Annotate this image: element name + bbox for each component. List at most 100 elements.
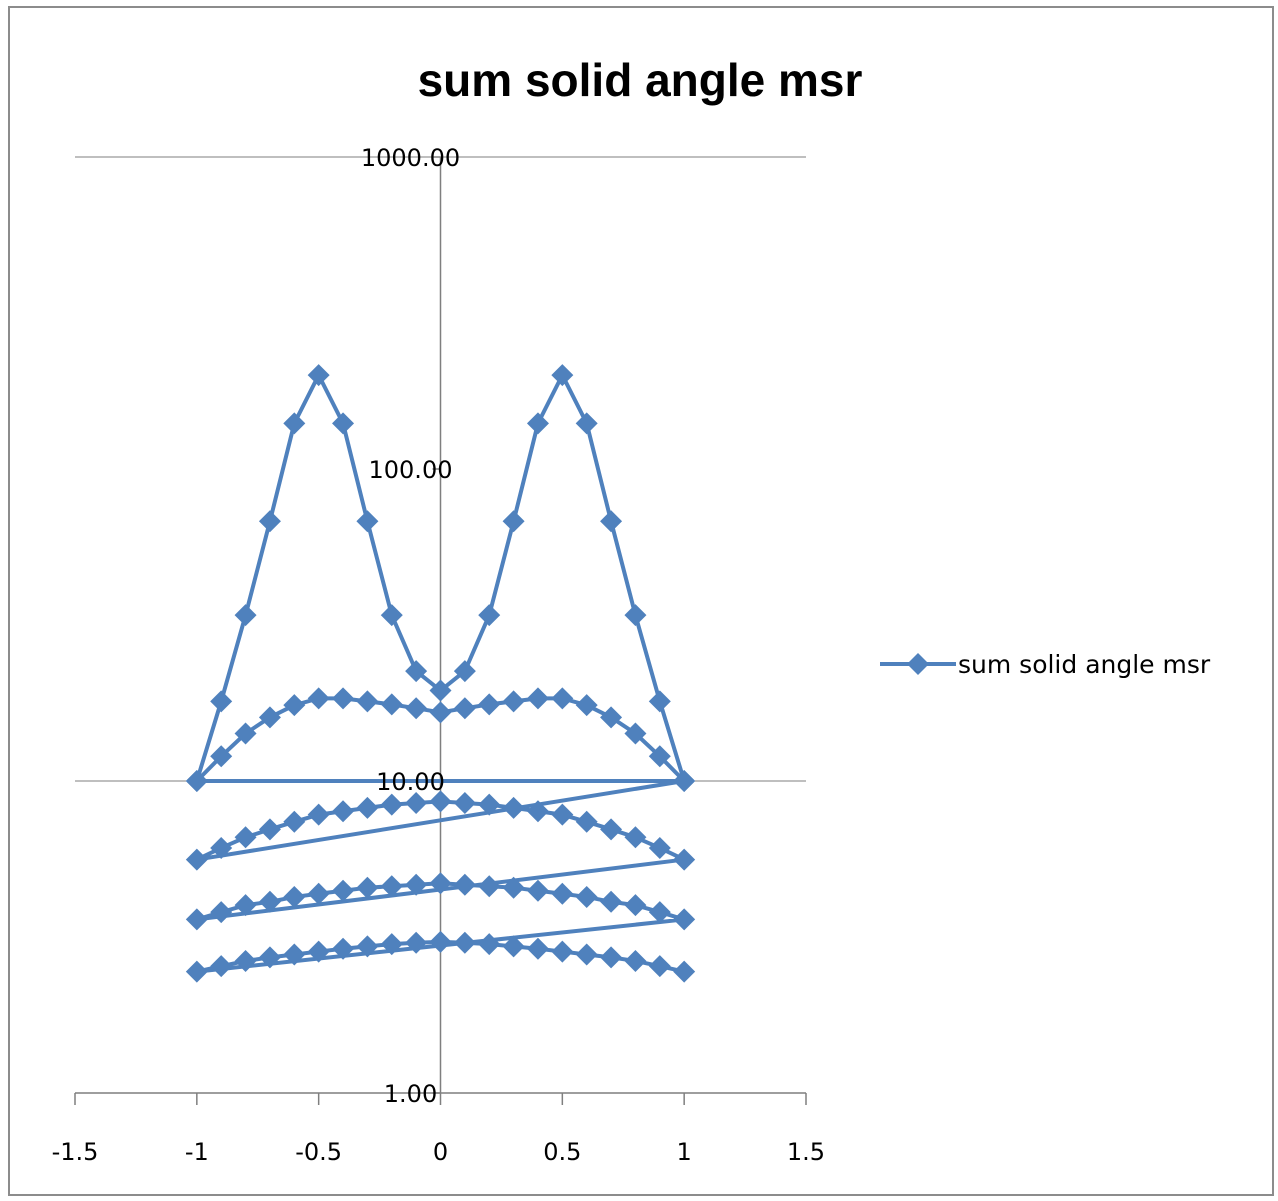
y-tick-label: 100.00: [369, 456, 453, 484]
data-point: [575, 943, 598, 966]
data-point: [526, 412, 549, 435]
data-point: [429, 930, 452, 953]
y-tick-label: 1000.00: [361, 144, 460, 172]
data-point: [380, 933, 403, 956]
data-point: [526, 687, 549, 710]
data-point: [332, 937, 355, 960]
data-point: [575, 694, 598, 717]
data-point: [453, 792, 476, 815]
data-point: [502, 876, 525, 899]
y-tick-label: 1.00: [384, 1080, 437, 1108]
x-tick-label: -1: [185, 1138, 209, 1166]
data-point: [502, 796, 525, 819]
data-point: [356, 690, 379, 713]
data-point: [453, 697, 476, 720]
data-point: [600, 946, 623, 969]
data-point: [478, 933, 501, 956]
data-point: [185, 770, 208, 792]
data-point: [210, 745, 233, 768]
data-point: [502, 690, 525, 713]
data-point: [624, 722, 647, 745]
chart-title: sum solid angle msr: [418, 54, 863, 106]
legend-swatch-marker: [907, 653, 929, 675]
legend: sum solid angle msr: [880, 650, 1211, 679]
data-point: [478, 875, 501, 898]
data-point: [453, 660, 476, 683]
data-point: [307, 882, 330, 905]
data-point: [258, 706, 281, 729]
data-point: [551, 940, 574, 963]
data-point: [307, 803, 330, 826]
data-point: [600, 818, 623, 841]
data-point: [356, 935, 379, 958]
data-point: [405, 931, 428, 954]
data-point: [380, 793, 403, 816]
data-point: [332, 800, 355, 823]
data-point: [405, 697, 428, 720]
data-point: [210, 901, 233, 924]
data-point: [526, 879, 549, 902]
data-point: [648, 690, 671, 713]
data-point: [234, 826, 257, 849]
x-tick-label: 1.5: [787, 1138, 825, 1166]
data-point: [234, 722, 257, 745]
data-point: [332, 879, 355, 902]
data-point: [551, 882, 574, 905]
data-point: [502, 510, 525, 533]
data-point: [283, 885, 306, 908]
data-point: [575, 810, 598, 833]
data-point: [307, 687, 330, 710]
data-point: [600, 706, 623, 729]
x-tick-label: -0.5: [295, 1138, 342, 1166]
data-point: [478, 793, 501, 816]
data-point: [648, 901, 671, 924]
data-point: [283, 810, 306, 833]
data-point: [380, 693, 403, 716]
data-point: [234, 604, 257, 627]
data-point: [453, 931, 476, 954]
data-point: [332, 687, 355, 710]
data-point: [283, 943, 306, 966]
data-point: [673, 770, 696, 792]
data-point: [673, 960, 696, 983]
data-point: [185, 908, 208, 931]
data-point: [258, 946, 281, 969]
data-point: [185, 848, 208, 871]
data-point: [575, 885, 598, 908]
data-point: [624, 894, 647, 917]
x-tick-label: -1.5: [52, 1138, 99, 1166]
data-point: [502, 935, 525, 958]
data-point: [429, 701, 452, 724]
data-point: [380, 875, 403, 898]
data-point: [673, 848, 696, 871]
data-point: [258, 818, 281, 841]
data-point: [210, 955, 233, 978]
data-point: [210, 690, 233, 713]
x-tick-label: 0.5: [543, 1138, 581, 1166]
data-point: [551, 364, 574, 387]
x-tick-label: 0: [433, 1138, 448, 1166]
data-point: [429, 679, 452, 702]
data-point: [648, 955, 671, 978]
data-point: [429, 790, 452, 813]
axis-layer: [74, 156, 807, 1105]
data-point: [551, 803, 574, 826]
data-point: [234, 894, 257, 917]
data-point: [624, 826, 647, 849]
data-point: [405, 792, 428, 815]
data-point: [478, 604, 501, 627]
data-point: [624, 949, 647, 972]
data-point: [405, 660, 428, 683]
data-point: [283, 694, 306, 717]
data-point: [405, 873, 428, 896]
data-point: [624, 604, 647, 627]
data-point: [600, 510, 623, 533]
data-point: [283, 412, 306, 435]
tick-label-layer: -1.5 -1 -0.5 0 0.5 1 1.5 1.00 10.00 100.00 1000.00: [52, 144, 826, 1166]
y-tick-label: 10.00: [376, 768, 445, 796]
data-point: [356, 876, 379, 899]
data-point: [526, 800, 549, 823]
series-layer: [185, 364, 696, 983]
